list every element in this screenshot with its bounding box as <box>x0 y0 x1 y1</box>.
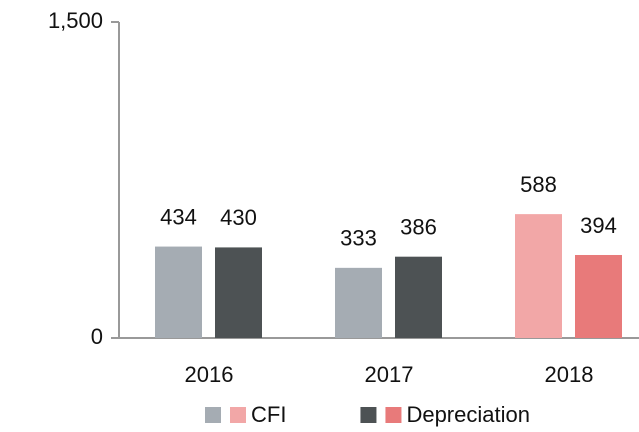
value-label: 434 <box>160 204 197 229</box>
value-label: 430 <box>220 205 257 230</box>
value-label: 386 <box>400 214 437 239</box>
bar <box>395 256 442 338</box>
legend-label: CFI <box>251 402 286 427</box>
legend-swatch <box>360 407 377 423</box>
value-label: 333 <box>340 226 377 251</box>
value-label: 588 <box>520 172 557 197</box>
legend-swatch <box>205 407 221 423</box>
legend-swatch <box>385 407 402 423</box>
bar <box>155 246 202 338</box>
legend-swatch <box>230 407 246 423</box>
x-tick-label: 2017 <box>365 362 414 387</box>
legend-label: Depreciation <box>406 402 530 427</box>
y-tick-label: 1,500 <box>48 8 103 33</box>
bar <box>515 214 562 338</box>
bar <box>335 267 382 338</box>
value-label: 394 <box>580 213 617 238</box>
x-tick-label: 2016 <box>185 362 234 387</box>
y-tick-label: 0 <box>91 324 103 349</box>
bar <box>575 254 622 338</box>
x-tick-label: 2018 <box>545 362 594 387</box>
bar <box>215 247 262 338</box>
